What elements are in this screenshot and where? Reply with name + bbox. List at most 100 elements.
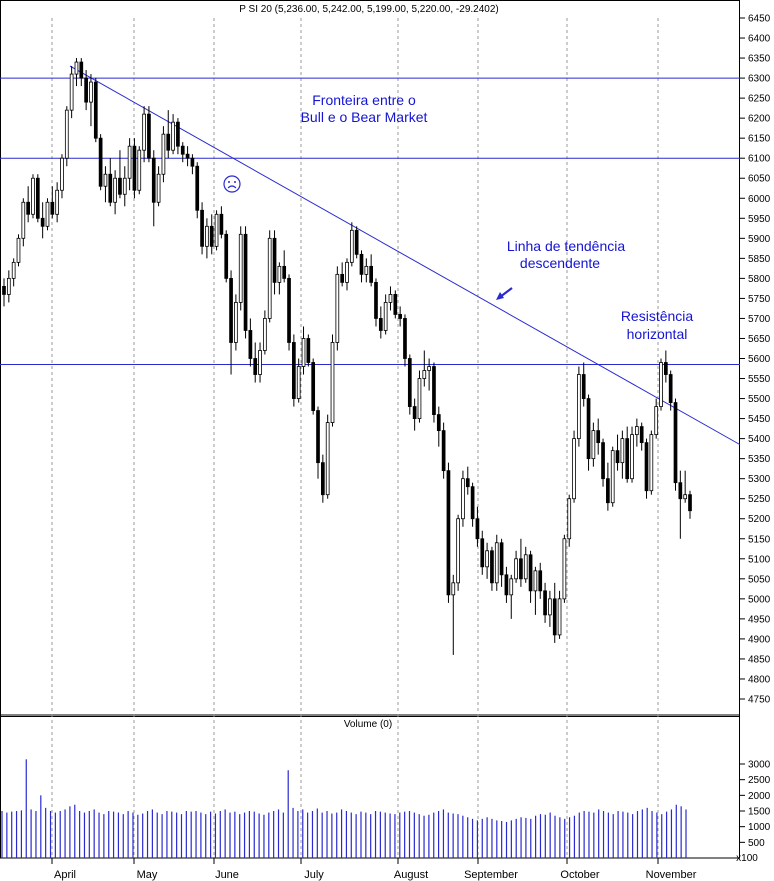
frown-face-mouth [227,185,237,189]
candle-up [171,121,175,151]
candle-down [504,574,509,596]
candle-down [166,133,171,151]
price-tick-label: 5750 [748,294,771,305]
candle-down [311,362,316,411]
price-tick-label: 6350 [748,54,771,65]
month-label: May [137,869,158,881]
candle-down [552,598,557,636]
candle-up [11,261,16,279]
candle-up [557,598,562,636]
candle-up [485,550,489,568]
price-tick-label: 6400 [748,34,771,45]
candle-up [577,374,581,440]
candle-up [364,265,369,275]
candle-down [615,450,620,464]
candle-up [325,422,330,496]
candle-up [60,157,64,191]
price-tick-label: 5000 [748,594,771,605]
candle-down [581,374,586,399]
candle-down [132,145,137,191]
candle-down [499,542,504,576]
candle-up [654,406,659,436]
candle-down [639,426,644,444]
candle-up [277,265,282,283]
candle-down [519,558,523,580]
candle-up [461,478,465,520]
price-tick-label: 6100 [748,154,771,165]
price-tick-label: 5950 [748,214,771,225]
candle-up [296,366,301,399]
candle-up [137,149,142,191]
candle-up [267,237,272,319]
candle-down [272,237,277,283]
candle-up [55,189,59,215]
candle-down [412,406,417,419]
candle-down [398,314,402,319]
candle-down [219,213,224,235]
candle-down [359,253,364,275]
annotation-trend-line2: descendente [520,255,600,271]
candle-down [108,173,113,203]
volume-tick-label: 2000 [748,791,771,802]
candle-up [349,229,354,263]
candle-up [45,201,50,227]
month-label: April [54,869,76,881]
candle-up [214,213,219,247]
candle-down [320,462,325,496]
annotation-border-line1: Fronteira entre o [312,92,416,108]
price-tick-label: 5500 [748,394,771,405]
candle-down [84,77,88,103]
price-tick-label: 4950 [748,614,771,625]
candle-down [354,229,359,255]
candle-down [601,442,605,480]
candle-up [335,273,340,343]
candle-down [224,233,229,279]
candle-down [287,277,291,343]
price-tick-label: 6300 [748,74,771,85]
candle-down [543,590,547,616]
annotation-border-line2: Bull e o Bear Market [301,109,428,125]
candle-down [446,470,451,596]
candle-down [369,265,374,283]
candle-down [180,145,185,155]
price-tick-label: 5550 [748,374,771,385]
candle-up [64,109,69,159]
price-tick-label: 5850 [748,254,771,265]
chart-title: P SI 20 (5,236.00, 5,242.00, 5,199.00, 5… [239,4,498,15]
candle-down [688,494,692,512]
candle-up [113,177,117,203]
candle-up [330,342,335,423]
candle-down [606,478,610,504]
candle-up [572,438,576,500]
candle-up [127,145,132,179]
candle-down [432,366,436,415]
candle-up [103,173,108,187]
annotation-resistance-line1: Resistência [621,308,694,324]
candle-down [316,410,320,464]
candle-up [451,582,456,596]
candle-down [229,277,233,343]
candle-down [40,217,45,227]
candle-down [470,486,475,520]
candle-up [258,350,262,375]
candle-down [195,165,200,211]
candle-up [31,177,35,215]
candle-down [190,157,195,167]
volume-tick-label: 3000 [748,760,771,771]
frown-face-eye [234,181,236,183]
candle-down [586,398,591,460]
volume-panel-frame [0,714,740,859]
candle-up [417,378,422,419]
price-panel-frame [0,0,740,717]
candle-down [79,61,84,79]
candle-down [50,201,55,215]
price-tick-label: 5300 [748,474,771,485]
price-tick-label: 6450 [748,14,771,25]
candle-down [98,137,103,187]
arrow-head-icon [496,292,504,300]
price-tick-label: 6250 [748,94,771,105]
price-tick-label: 4850 [748,654,771,665]
candle-down [147,113,151,159]
volume-unit: x100 [736,853,758,864]
candle-down [673,402,678,484]
